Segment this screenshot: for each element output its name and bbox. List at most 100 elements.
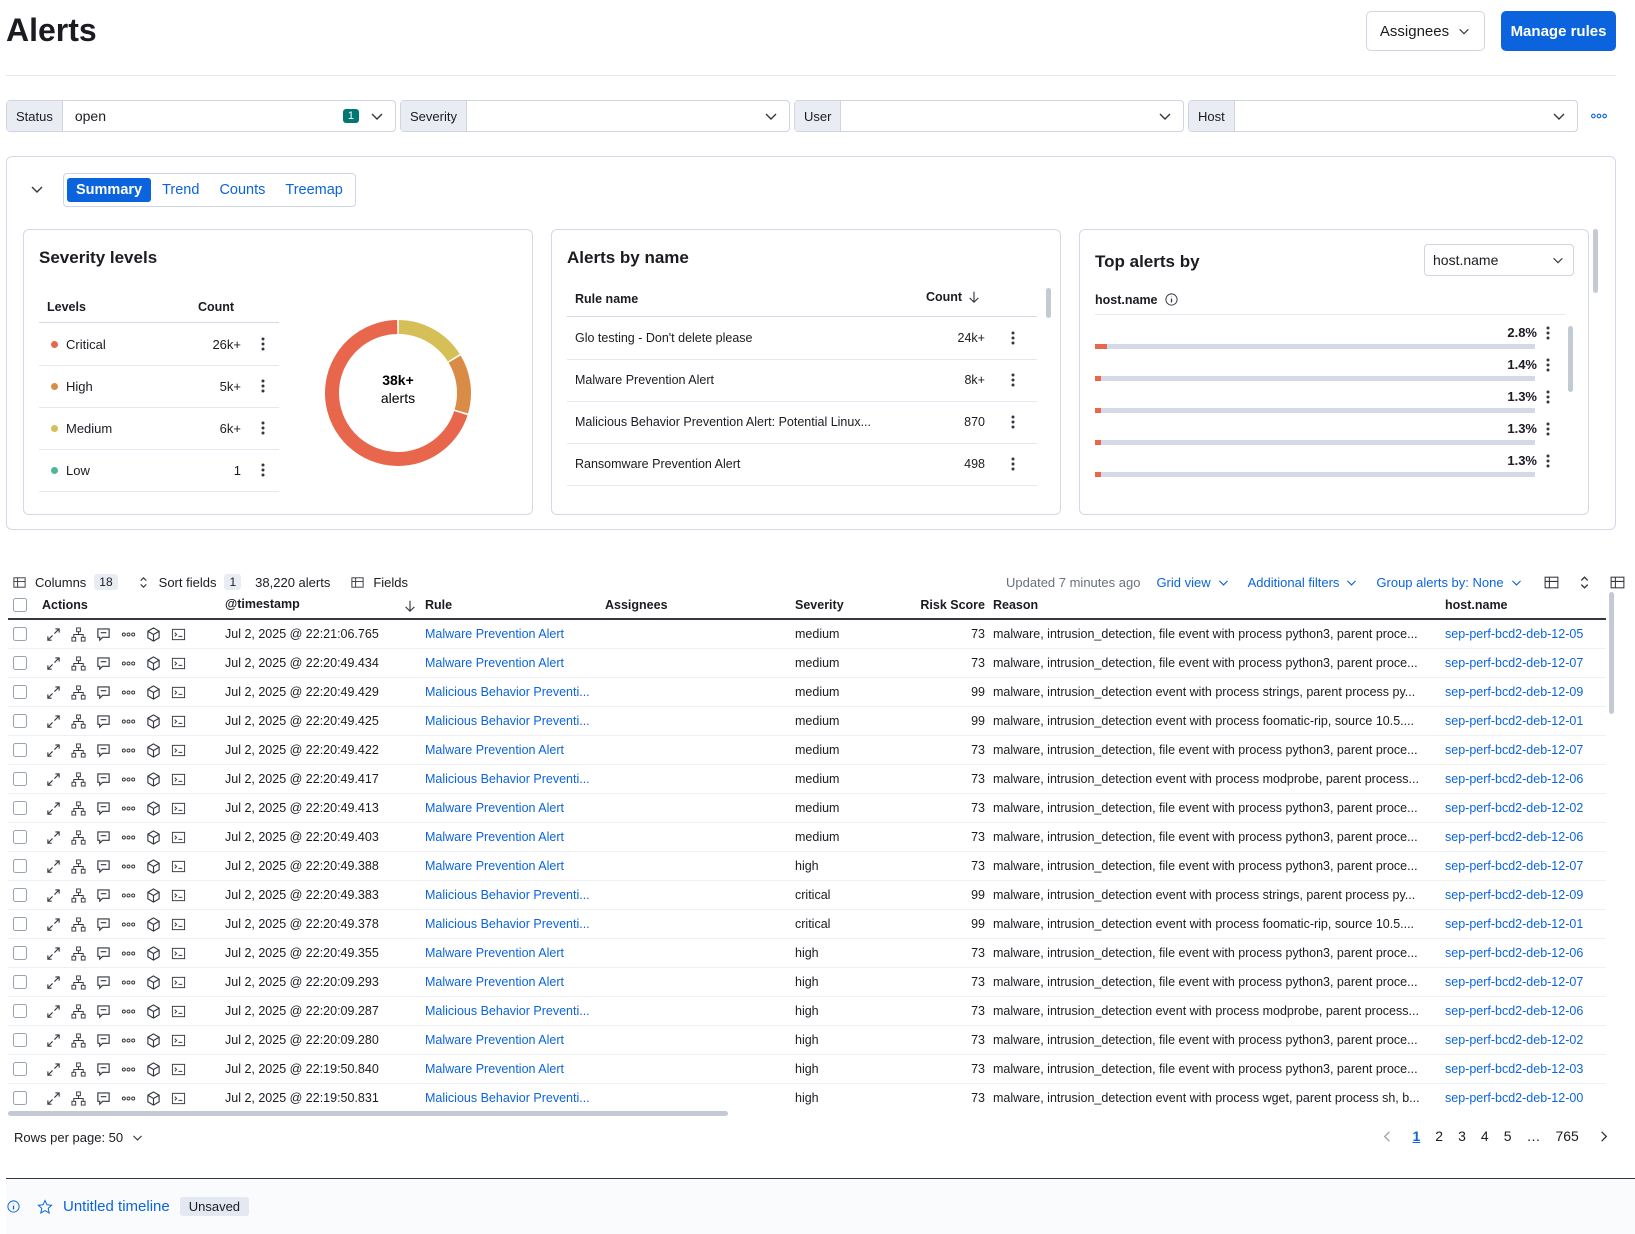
rule-link[interactable]: Malware Prevention Alert <box>421 619 601 649</box>
icon <box>763 108 779 124</box>
bar-track <box>1095 440 1535 445</box>
icon-part <box>72 811 76 815</box>
icon-part <box>14 1034 27 1047</box>
additional-filters[interactable]: Additional filters <box>1248 575 1340 590</box>
column-header[interactable]: Reason <box>993 598 1038 612</box>
icon-part <box>1012 463 1015 466</box>
icon <box>96 1004 111 1019</box>
card-title: Severity levels <box>39 248 157 268</box>
rule-link[interactable]: Malware Prevention Alert <box>421 649 601 678</box>
column-header[interactable]: Severity <box>795 598 844 612</box>
host-link[interactable]: sep-perf-bcd2-deb-12-07 <box>1441 852 1606 881</box>
rule-link[interactable]: Malware Prevention Alert <box>421 939 601 968</box>
rule-name: Malware Prevention Alert <box>567 373 964 387</box>
column-header[interactable]: Assignees <box>605 598 668 612</box>
rule-link[interactable]: Malicious Behavior Preventi... <box>421 997 601 1026</box>
rule-link[interactable]: Malicious Behavior Preventi... <box>421 765 601 794</box>
grid-view[interactable]: Grid view <box>1156 575 1210 590</box>
host-link[interactable]: sep-perf-bcd2-deb-12-06 <box>1441 823 1606 852</box>
filter-control[interactable]: Host <box>1188 100 1578 132</box>
page-link[interactable]: 1 <box>1405 1128 1428 1144</box>
rows-per-page[interactable]: Rows per page: 50 <box>14 1130 144 1145</box>
tab[interactable]: Summary <box>67 178 151 202</box>
host-link[interactable]: sep-perf-bcd2-deb-12-07 <box>1441 649 1606 678</box>
rule-link[interactable]: Malware Prevention Alert <box>421 968 601 997</box>
icon <box>46 1033 61 1048</box>
filter-control[interactable]: Severity <box>400 100 790 132</box>
column-header[interactable]: Actions <box>42 598 88 612</box>
page-link[interactable]: 765 <box>1548 1128 1586 1144</box>
tab[interactable]: Trend <box>153 178 208 202</box>
assignees <box>601 1055 791 1084</box>
host-link[interactable]: sep-perf-bcd2-deb-12-00 <box>1441 1084 1606 1111</box>
column-header[interactable]: Rule <box>425 598 452 612</box>
rule-link[interactable]: Malware Prevention Alert <box>421 852 601 881</box>
icon <box>131 1131 144 1144</box>
icon-part <box>172 803 184 813</box>
host-link[interactable]: sep-perf-bcd2-deb-12-09 <box>1441 678 1606 707</box>
field-select[interactable]: host.name <box>1424 244 1574 276</box>
fields-button[interactable]: Fields <box>373 575 408 590</box>
icon <box>1540 453 1556 469</box>
rule-link[interactable]: Malicious Behavior Preventi... <box>421 910 601 939</box>
assignees-button[interactable]: Assignees <box>1366 11 1485 51</box>
rule-link[interactable]: Malicious Behavior Preventi... <box>421 1084 601 1111</box>
host-link[interactable]: sep-perf-bcd2-deb-12-07 <box>1441 968 1606 997</box>
severity: high <box>791 968 891 997</box>
host-link[interactable]: sep-perf-bcd2-deb-12-06 <box>1441 765 1606 794</box>
rule-link[interactable]: Malware Prevention Alert <box>421 1055 601 1084</box>
icon-part <box>127 894 130 897</box>
page-link[interactable]: 5 <box>1496 1128 1519 1144</box>
column-header[interactable]: host.name <box>1445 598 1508 612</box>
host-link[interactable]: sep-perf-bcd2-deb-12-06 <box>1441 939 1606 968</box>
host-link[interactable]: sep-perf-bcd2-deb-12-01 <box>1441 910 1606 939</box>
icon-part <box>48 947 59 958</box>
icon-part <box>1547 337 1550 340</box>
host-link[interactable]: sep-perf-bcd2-deb-12-02 <box>1441 794 1606 823</box>
cell <box>8 852 38 881</box>
host-link[interactable]: sep-perf-bcd2-deb-12-06 <box>1441 997 1606 1026</box>
timestamp: Jul 2, 2025 @ 22:20:49.422 <box>221 736 421 765</box>
timeline-title[interactable]: Untitled timeline <box>63 1198 170 1215</box>
page-link[interactable]: 4 <box>1473 1128 1496 1144</box>
icon <box>1540 325 1556 341</box>
icon <box>46 946 61 961</box>
icon-part <box>74 892 83 898</box>
columns-button[interactable]: Columns <box>35 575 86 590</box>
timestamp: Jul 2, 2025 @ 22:20:09.293 <box>221 968 421 997</box>
icon-part <box>148 918 159 931</box>
rule-link[interactable]: Malware Prevention Alert <box>421 823 601 852</box>
host-link[interactable]: sep-perf-bcd2-deb-12-03 <box>1441 1055 1606 1084</box>
icon <box>146 743 161 758</box>
timestamp: Jul 2, 2025 @ 22:20:49.403 <box>221 823 421 852</box>
icon-part <box>175 632 183 636</box>
host-link[interactable]: sep-perf-bcd2-deb-12-02 <box>1441 1026 1606 1055</box>
host-link[interactable]: sep-perf-bcd2-deb-12-01 <box>1441 707 1606 736</box>
icon <box>96 627 111 642</box>
column-header[interactable]: Risk Score <box>920 598 985 612</box>
rule-link[interactable]: Malware Prevention Alert <box>421 1026 601 1055</box>
host-link[interactable]: sep-perf-bcd2-deb-12-05 <box>1441 619 1606 649</box>
manage-rules-button[interactable]: Manage rules <box>1501 11 1616 51</box>
host-link[interactable]: sep-perf-bcd2-deb-12-07 <box>1441 736 1606 765</box>
sort-button[interactable]: Sort fields <box>159 575 217 590</box>
icon-part <box>175 893 183 897</box>
tab[interactable]: Treemap <box>276 178 351 202</box>
group-by[interactable]: Group alerts by: None <box>1376 575 1503 590</box>
rule-link[interactable]: Malware Prevention Alert <box>421 794 601 823</box>
rule-link[interactable]: Malicious Behavior Preventi... <box>421 707 601 736</box>
page-link[interactable]: … <box>1519 1128 1548 1144</box>
rule-link[interactable]: Malicious Behavior Preventi... <box>421 881 601 910</box>
column-header[interactable]: @timestamp <box>225 597 300 611</box>
filter-control[interactable]: User <box>794 100 1184 132</box>
page-link[interactable]: 2 <box>1428 1128 1451 1144</box>
host-link[interactable]: sep-perf-bcd2-deb-12-09 <box>1441 881 1606 910</box>
rule-link[interactable]: Malicious Behavior Preventi... <box>421 678 601 707</box>
tab[interactable]: Counts <box>210 178 274 202</box>
icon-part <box>175 1067 183 1071</box>
icon-part <box>127 1010 130 1013</box>
page-link[interactable]: 3 <box>1451 1128 1474 1144</box>
rule-link[interactable]: Malware Prevention Alert <box>421 736 601 765</box>
